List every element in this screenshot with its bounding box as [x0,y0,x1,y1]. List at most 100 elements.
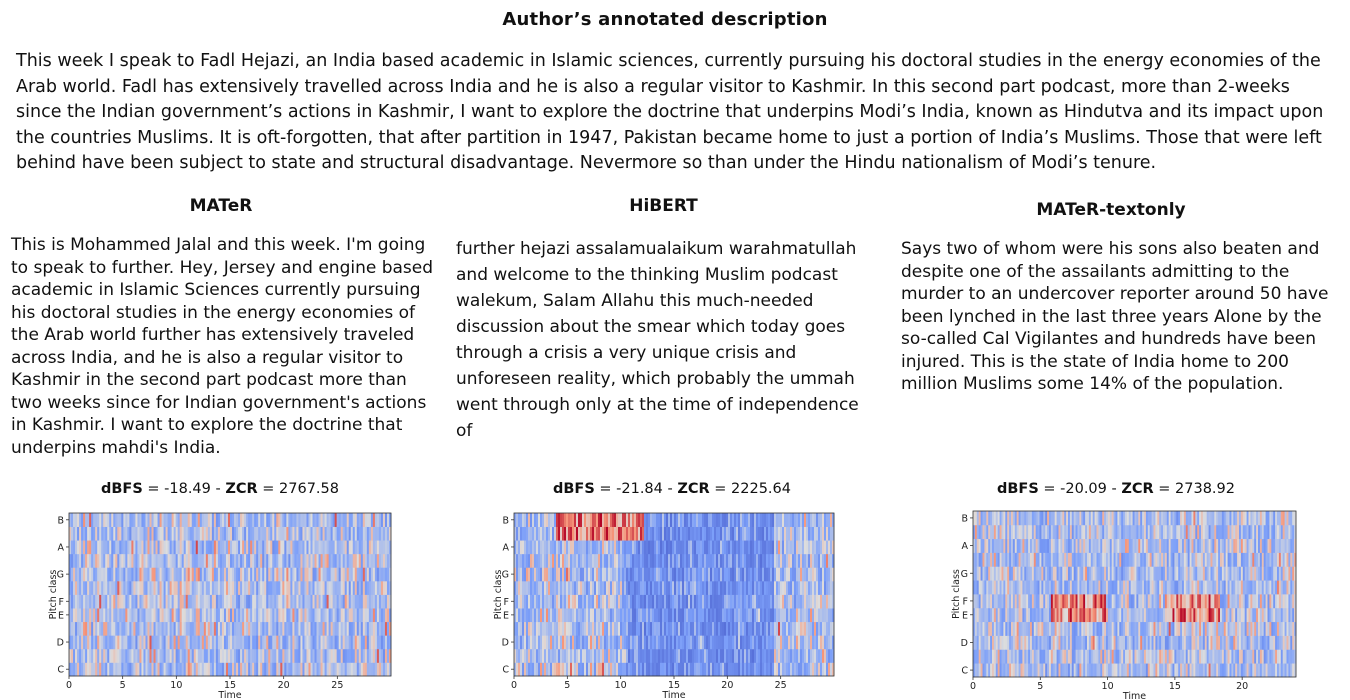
heatmap-cell [73,608,76,623]
heatmap-cell [590,662,593,677]
heatmap-cell [1058,621,1061,636]
heatmap-cell [274,540,277,555]
heatmap-cell [93,621,96,636]
heatmap-cell [766,567,769,582]
heatmap-cell [644,635,647,650]
heatmap-cell [300,594,303,609]
heatmap-cell [366,621,370,636]
heatmap-cell [638,553,641,568]
heatmap-cell [612,553,615,568]
heatmap-cell [790,580,793,595]
heatmap-cell [105,580,108,595]
heatmap-cell [806,594,809,609]
heatmap-cell [806,662,809,677]
heatmap-cell [760,621,763,636]
heatmap-cell [1132,663,1135,678]
heatmap-cell [698,540,701,555]
heatmap-cell [524,580,527,595]
heatmap-cell [554,540,557,555]
heatmap-cell [103,540,106,555]
heatmap-cell [232,648,235,663]
heatmap-cell [95,526,98,541]
heatmap-cell [1107,511,1111,526]
heatmap-cell [312,513,315,527]
heatmap-cell [234,662,237,677]
y-tick-label: C [57,665,64,676]
heatmap-cell [1102,552,1105,567]
heatmap-cell [698,648,701,663]
heatmap-cell [712,580,715,595]
heatmap-cell [538,580,541,595]
heatmap-cell [552,567,555,582]
heatmap-cell [798,662,801,677]
heatmap-cell [798,513,801,527]
heatmap-cell [1026,552,1029,567]
heatmap-cell [209,567,213,582]
heatmap-cell [252,608,255,623]
heatmap-cell [316,648,319,663]
heatmap-cell [1031,663,1035,678]
heatmap-cell [167,567,171,582]
heatmap-cell [262,608,265,623]
heatmap-cell [240,635,243,650]
heatmap-cell [145,513,148,527]
heatmap-cell [1077,538,1080,553]
heatmap-cell [223,648,227,663]
heatmap-cell [618,648,621,663]
heatmap-cell [622,608,625,623]
heatmap-cell [139,513,142,527]
heatmap-cell [1081,511,1084,526]
heatmap-cell [1014,538,1018,553]
heatmap-cell [1028,552,1031,567]
heatmap-cell [628,553,631,568]
heatmap-cell [656,608,659,623]
heatmap-cell [354,648,358,663]
heatmap-cell [368,648,372,663]
heatmap-cell [328,526,332,541]
heatmap-cell [159,594,162,609]
heatmap-cell [680,648,683,663]
heatmap-cell [592,594,595,609]
heatmap-cell [175,594,179,609]
heatmap-cell [324,567,327,582]
heatmap-cell [1121,524,1124,540]
heatmap-cell [207,567,211,582]
heatmap-cell [145,594,148,609]
heatmap-cell [171,635,175,650]
heatmap-cell [708,635,711,650]
heatmap-cell [758,513,761,527]
heatmap-cell [704,513,707,527]
heatmap-cell [79,594,82,609]
heatmap-cell [250,540,253,555]
heatmap-cell [582,635,585,650]
heatmap-cell [692,621,695,636]
heatmap-cell [766,635,769,650]
heatmap-cell [79,526,82,541]
heatmap-cell [608,608,611,623]
heatmap-cell [111,635,114,650]
heatmap-cell [1047,538,1050,553]
heatmap-cell [129,608,132,623]
heatmap-cell [748,553,751,568]
heatmap-cell [133,662,136,677]
heatmap-cell [804,540,807,555]
heatmap-cell [792,608,795,623]
heatmap-cell [1033,607,1037,623]
heatmap-cell [794,526,797,541]
heatmap-cell [195,567,199,582]
heatmap-cell [1088,594,1092,609]
heatmap-cell [974,566,978,581]
heatmap-cell [304,526,307,541]
heatmap-cell [370,662,374,677]
heatmap-cell [89,526,92,541]
heatmap-cell [516,594,519,609]
heatmap-cell [756,540,759,555]
heatmap-cell [732,608,735,623]
heatmap-cell [260,648,263,663]
heatmap-cell [784,635,787,650]
heatmap-cell [213,526,217,541]
heatmap-cell [682,635,685,650]
heatmap-cell [810,594,813,609]
heatmap-cell [181,580,185,595]
heatmap-cell [546,580,549,595]
